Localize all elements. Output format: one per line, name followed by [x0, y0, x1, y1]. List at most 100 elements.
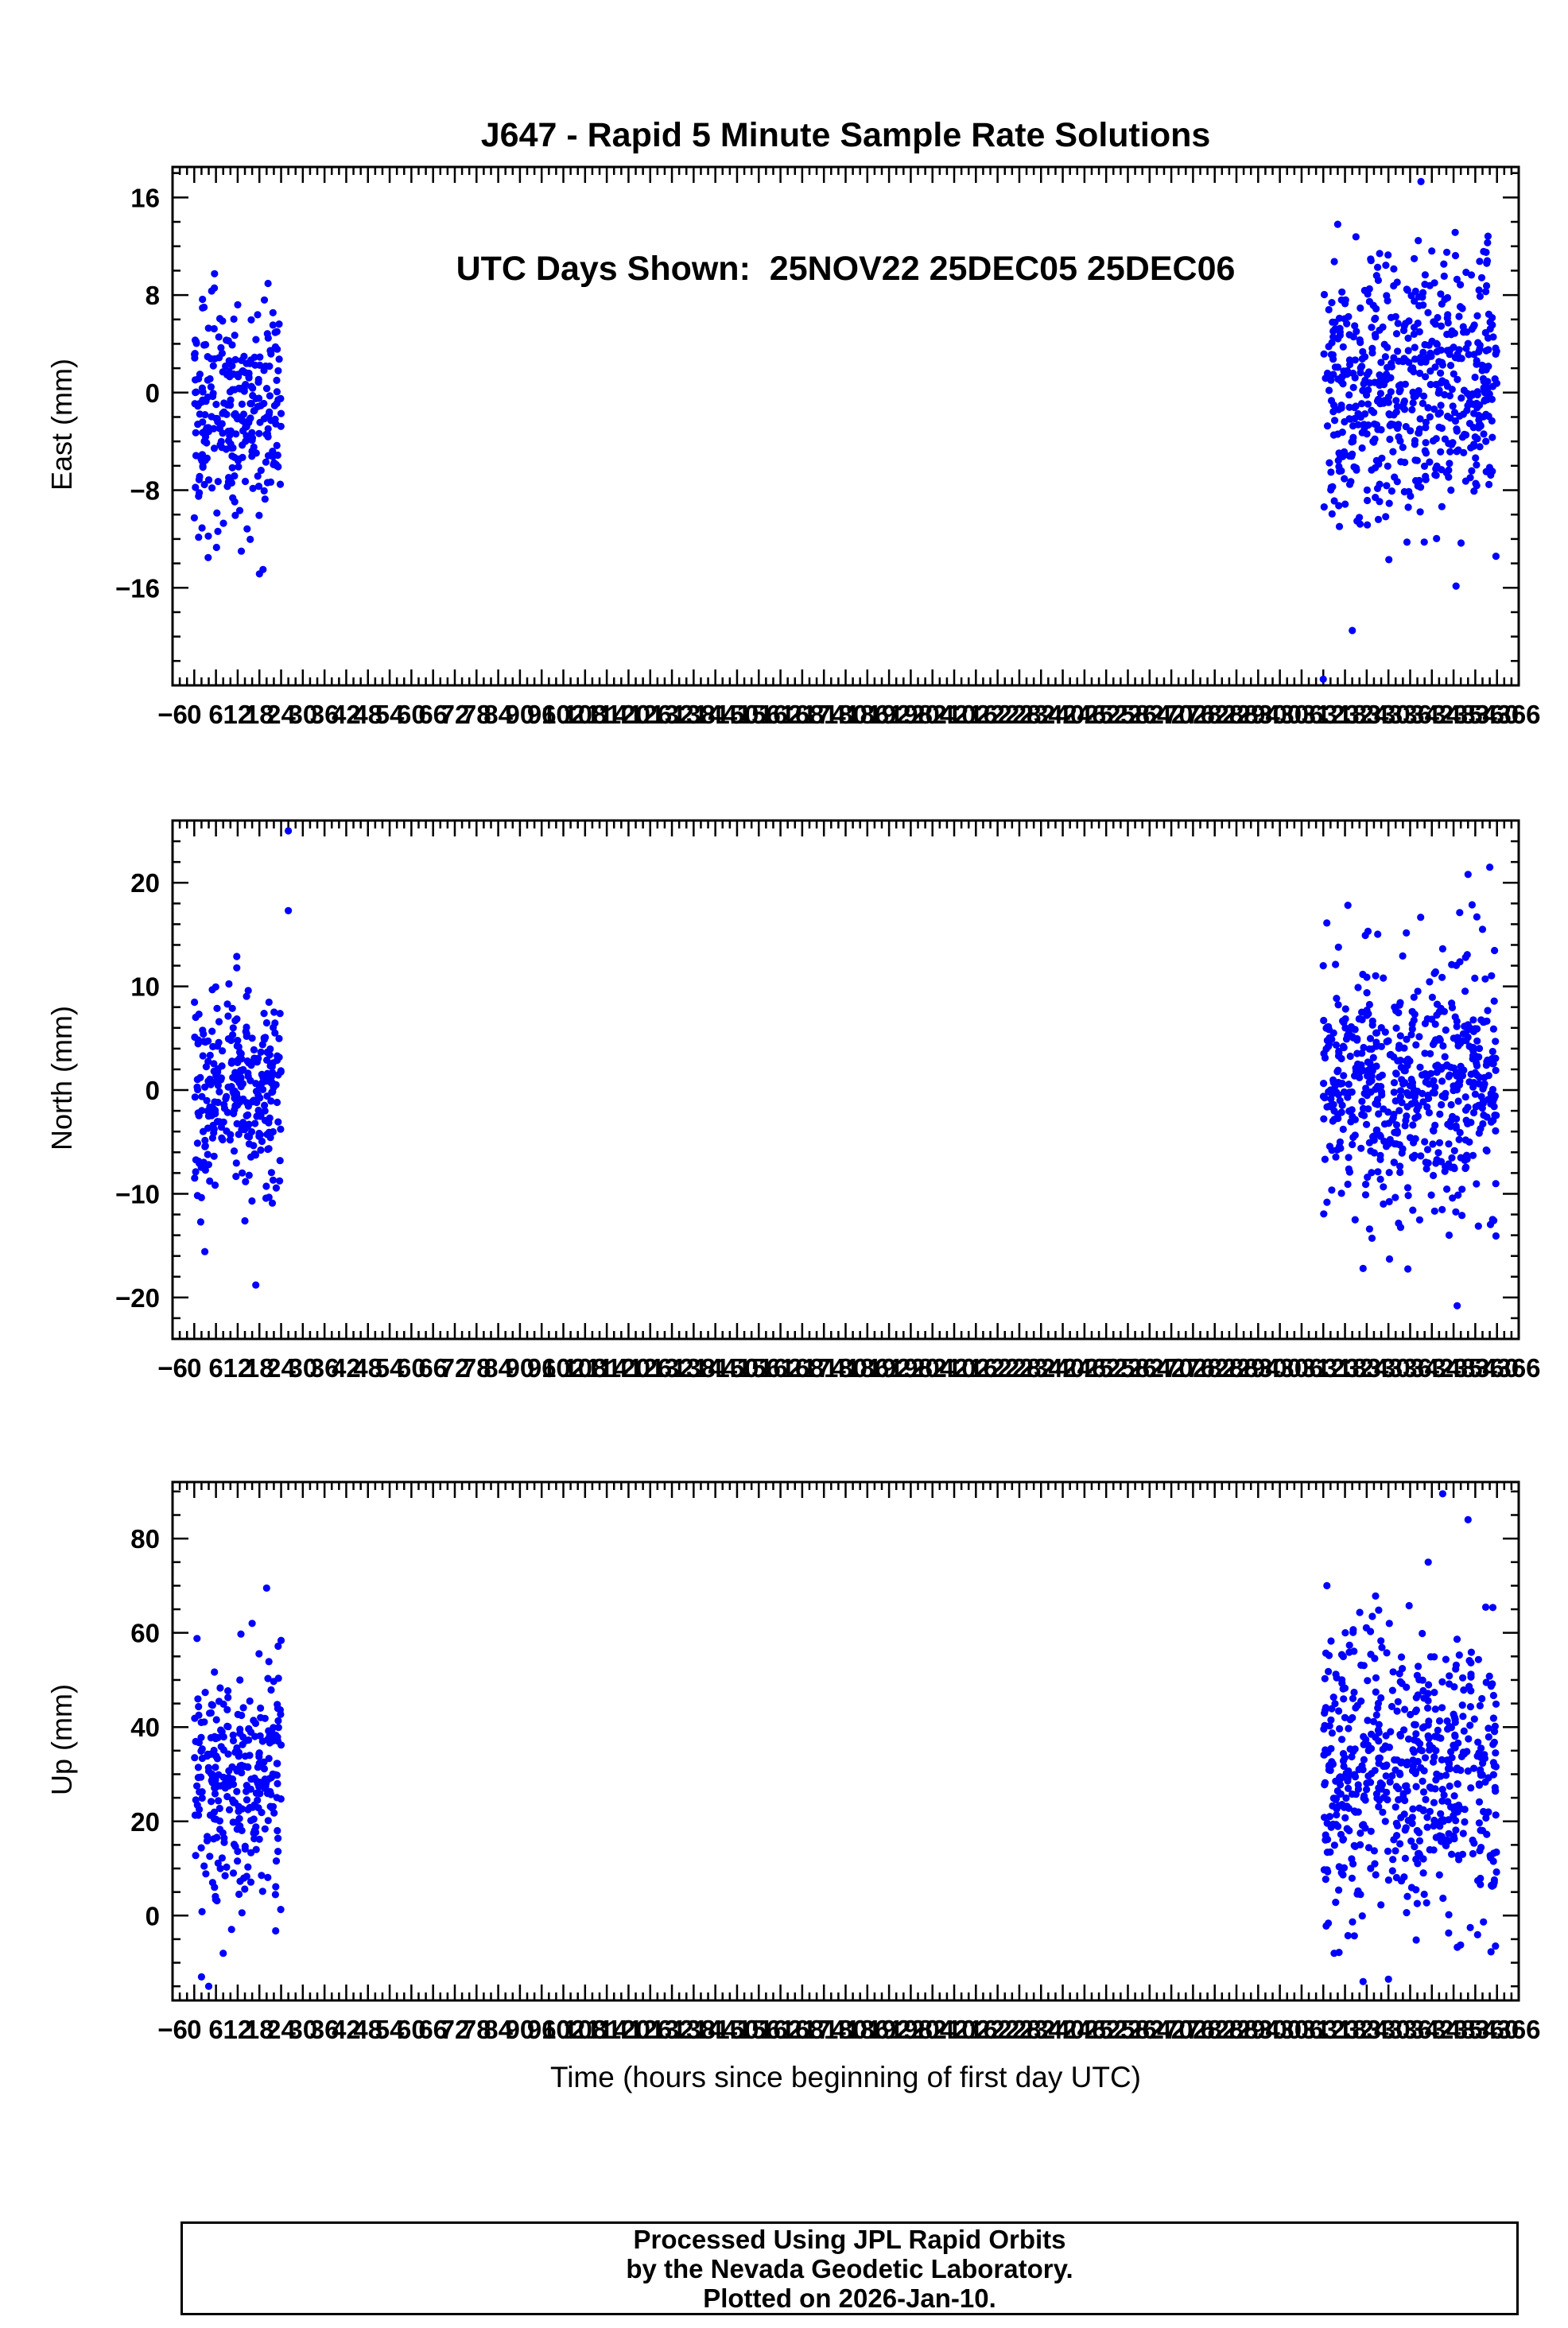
- scatter-point: [1351, 1771, 1359, 1779]
- scatter-point: [266, 363, 274, 371]
- scatter-point: [257, 1704, 265, 1712]
- scatter-point: [243, 1030, 250, 1038]
- scatter-point: [1437, 379, 1445, 387]
- scatter-point: [1319, 675, 1327, 683]
- scatter-point: [1419, 1788, 1428, 1796]
- scatter-point: [1320, 1115, 1328, 1123]
- scatter-point: [262, 1783, 270, 1791]
- scatter-point: [1388, 1702, 1396, 1710]
- x-tick-labels: −6 0 6 121824303642485460667278849096102108…: [157, 2015, 1540, 2044]
- scatter-point: [1483, 281, 1491, 290]
- scatter-point: [269, 452, 277, 460]
- scatter-point: [1360, 1043, 1368, 1052]
- scatter-point: [1430, 1077, 1438, 1084]
- scatter-point: [1421, 271, 1429, 279]
- scatter-point: [215, 333, 223, 341]
- scatter-point: [1461, 987, 1469, 995]
- scatter-point: [1336, 332, 1344, 340]
- scatter-point: [1345, 1804, 1353, 1812]
- scatter-point: [211, 1098, 219, 1106]
- scatter-point: [1337, 1189, 1345, 1197]
- svg-text:84: 84: [483, 2015, 513, 2044]
- scatter-point: [273, 388, 281, 396]
- scatter-point: [1363, 1120, 1371, 1128]
- scatter-point: [233, 953, 241, 960]
- svg-text:264: 264: [1127, 1353, 1172, 1383]
- scatter-point: [1410, 1748, 1418, 1756]
- scatter-point: [1450, 1713, 1458, 1721]
- scatter-point: [269, 1059, 277, 1067]
- scatter-point: [222, 362, 230, 371]
- scatter-point: [1473, 1025, 1481, 1033]
- scatter-point: [1368, 349, 1376, 357]
- scatter-point: [1388, 487, 1395, 495]
- scatter-point: [1345, 1165, 1353, 1173]
- svg-text:24: 24: [266, 2015, 296, 2044]
- chart-title: J647 - Rapid 5 Minute Sample Rate Soluti…: [173, 24, 1519, 380]
- svg-text:330: 330: [1367, 700, 1411, 729]
- scatter-point: [231, 1017, 239, 1025]
- scatter-point: [1339, 1652, 1347, 1661]
- scatter-point: [1449, 402, 1457, 410]
- scatter-point: [276, 1157, 284, 1165]
- scatter-point: [239, 1704, 247, 1712]
- scatter-point: [1450, 370, 1457, 378]
- scatter-point: [199, 388, 207, 396]
- scatter-point: [252, 1789, 260, 1797]
- scatter-point: [1414, 1849, 1422, 1857]
- scatter-point: [193, 1139, 201, 1147]
- scatter-point: [1367, 257, 1375, 265]
- scatter-point: [1419, 1629, 1426, 1638]
- scatter-point: [1391, 1847, 1399, 1855]
- scatter-point: [212, 1892, 219, 1900]
- scatter-point: [1435, 1871, 1443, 1879]
- scatter-point: [1371, 378, 1379, 386]
- scatter-point: [1338, 288, 1346, 296]
- scatter-point: [1392, 1819, 1400, 1827]
- scatter-point: [1484, 384, 1492, 392]
- svg-text:210: 210: [933, 1353, 976, 1383]
- scatter-point: [1453, 1022, 1461, 1030]
- scatter-point: [265, 998, 273, 1007]
- svg-text:324: 324: [1345, 700, 1389, 729]
- scatter-point: [1334, 1001, 1342, 1009]
- scatter-point: [277, 394, 285, 402]
- svg-text:24: 24: [266, 1353, 296, 1383]
- svg-text:210: 210: [933, 700, 976, 729]
- scatter-point: [1364, 927, 1372, 935]
- scatter-point: [240, 352, 248, 360]
- scatter-point: [231, 1069, 239, 1077]
- scatter-point: [1477, 1767, 1485, 1776]
- scatter-point: [277, 1795, 285, 1803]
- scatter-point: [1436, 1110, 1444, 1118]
- scatter-point: [1431, 320, 1439, 328]
- scatter-point: [254, 483, 263, 491]
- scatter-point: [229, 1736, 238, 1744]
- scatter-point: [1426, 1741, 1434, 1749]
- scatter-point: [227, 402, 235, 409]
- svg-text:20: 20: [130, 1807, 160, 1837]
- scatter-point: [1424, 1732, 1432, 1740]
- scatter-point: [1492, 1066, 1500, 1074]
- scatter-point: [1357, 1144, 1365, 1152]
- scatter-point: [1393, 1707, 1401, 1715]
- scatter-point: [1423, 1015, 1431, 1023]
- scatter-point: [231, 386, 239, 394]
- scatter-point: [1470, 1079, 1478, 1087]
- scatter-point: [1414, 987, 1422, 995]
- scatter-point: [1489, 1691, 1497, 1700]
- scatter-point: [1415, 1216, 1423, 1224]
- scatter-point: [1391, 1097, 1399, 1105]
- scatter-point: [1356, 1829, 1364, 1837]
- scatter-point: [1323, 422, 1332, 430]
- scatter-point: [1438, 1205, 1446, 1213]
- scatter-point: [1416, 369, 1424, 378]
- scatter-point: [1417, 177, 1425, 185]
- scatter-point: [1321, 1814, 1329, 1822]
- scatter-point: [1453, 1072, 1461, 1080]
- scatter-point: [276, 480, 285, 488]
- scatter-point: [1332, 1041, 1341, 1049]
- scatter-point: [1455, 312, 1463, 320]
- scatter-point: [1461, 1164, 1469, 1173]
- scatter-point: [231, 355, 239, 363]
